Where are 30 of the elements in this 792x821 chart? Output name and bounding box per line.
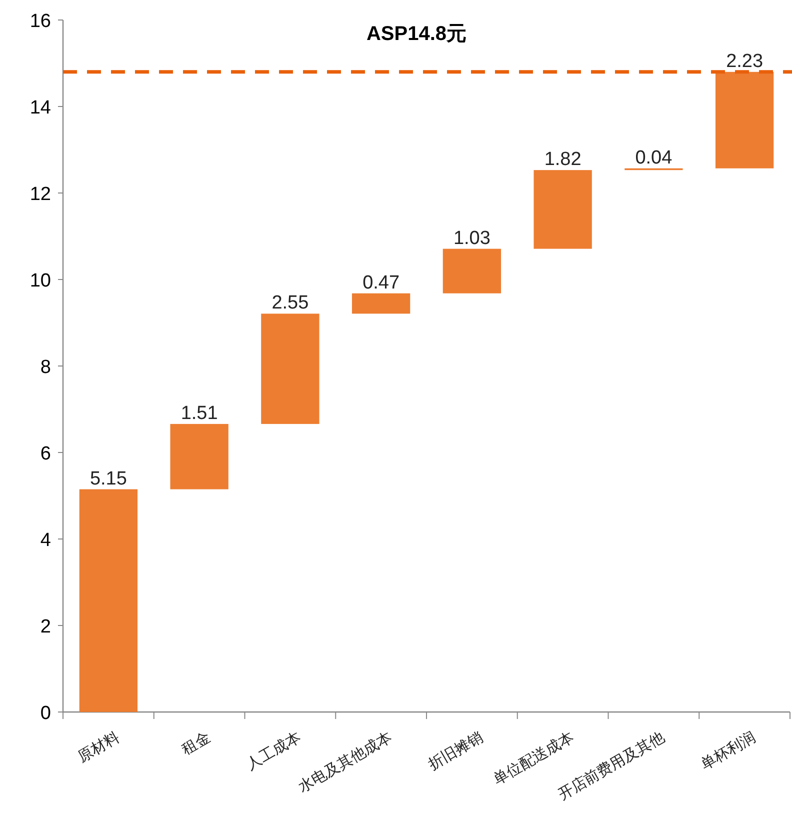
y-tick-label: 6 [40,444,51,464]
bar [352,293,410,314]
ref-line-label: ASP14.8元 [366,23,467,45]
bar [442,248,502,294]
y-tick-label: 0 [40,703,51,724]
y-tick-label: 8 [40,357,51,378]
y-tick-label: 16 [30,11,51,32]
data-label: 1.03 [453,228,490,249]
data-label: 0.47 [362,272,400,294]
x-tick-label: 单杯利润 [698,728,759,774]
data-label: 0.04 [635,147,673,168]
bar [534,170,592,249]
x-tick-label: 折旧摊销 [425,728,486,774]
y-tick-label: 12 [30,184,51,205]
data-label: 5.15 [90,468,127,490]
y-tick-label: 4 [40,530,52,551]
y-tick-label: 14 [30,98,52,118]
data-label: 1.82 [544,149,582,170]
y-tick-label: 10 [30,270,51,292]
x-tick-label: 原材料 [74,728,122,766]
bar [79,489,138,712]
x-tick-label: 租金 [178,728,214,758]
data-label: 2.55 [272,292,309,314]
x-tick-label: 人工成本 [244,728,304,774]
bar [170,424,228,490]
y-tick-label: 2 [40,616,51,638]
bar [715,72,774,168]
data-label: 1.51 [180,402,218,424]
bar [261,314,320,424]
data-label: 2.23 [726,50,764,72]
